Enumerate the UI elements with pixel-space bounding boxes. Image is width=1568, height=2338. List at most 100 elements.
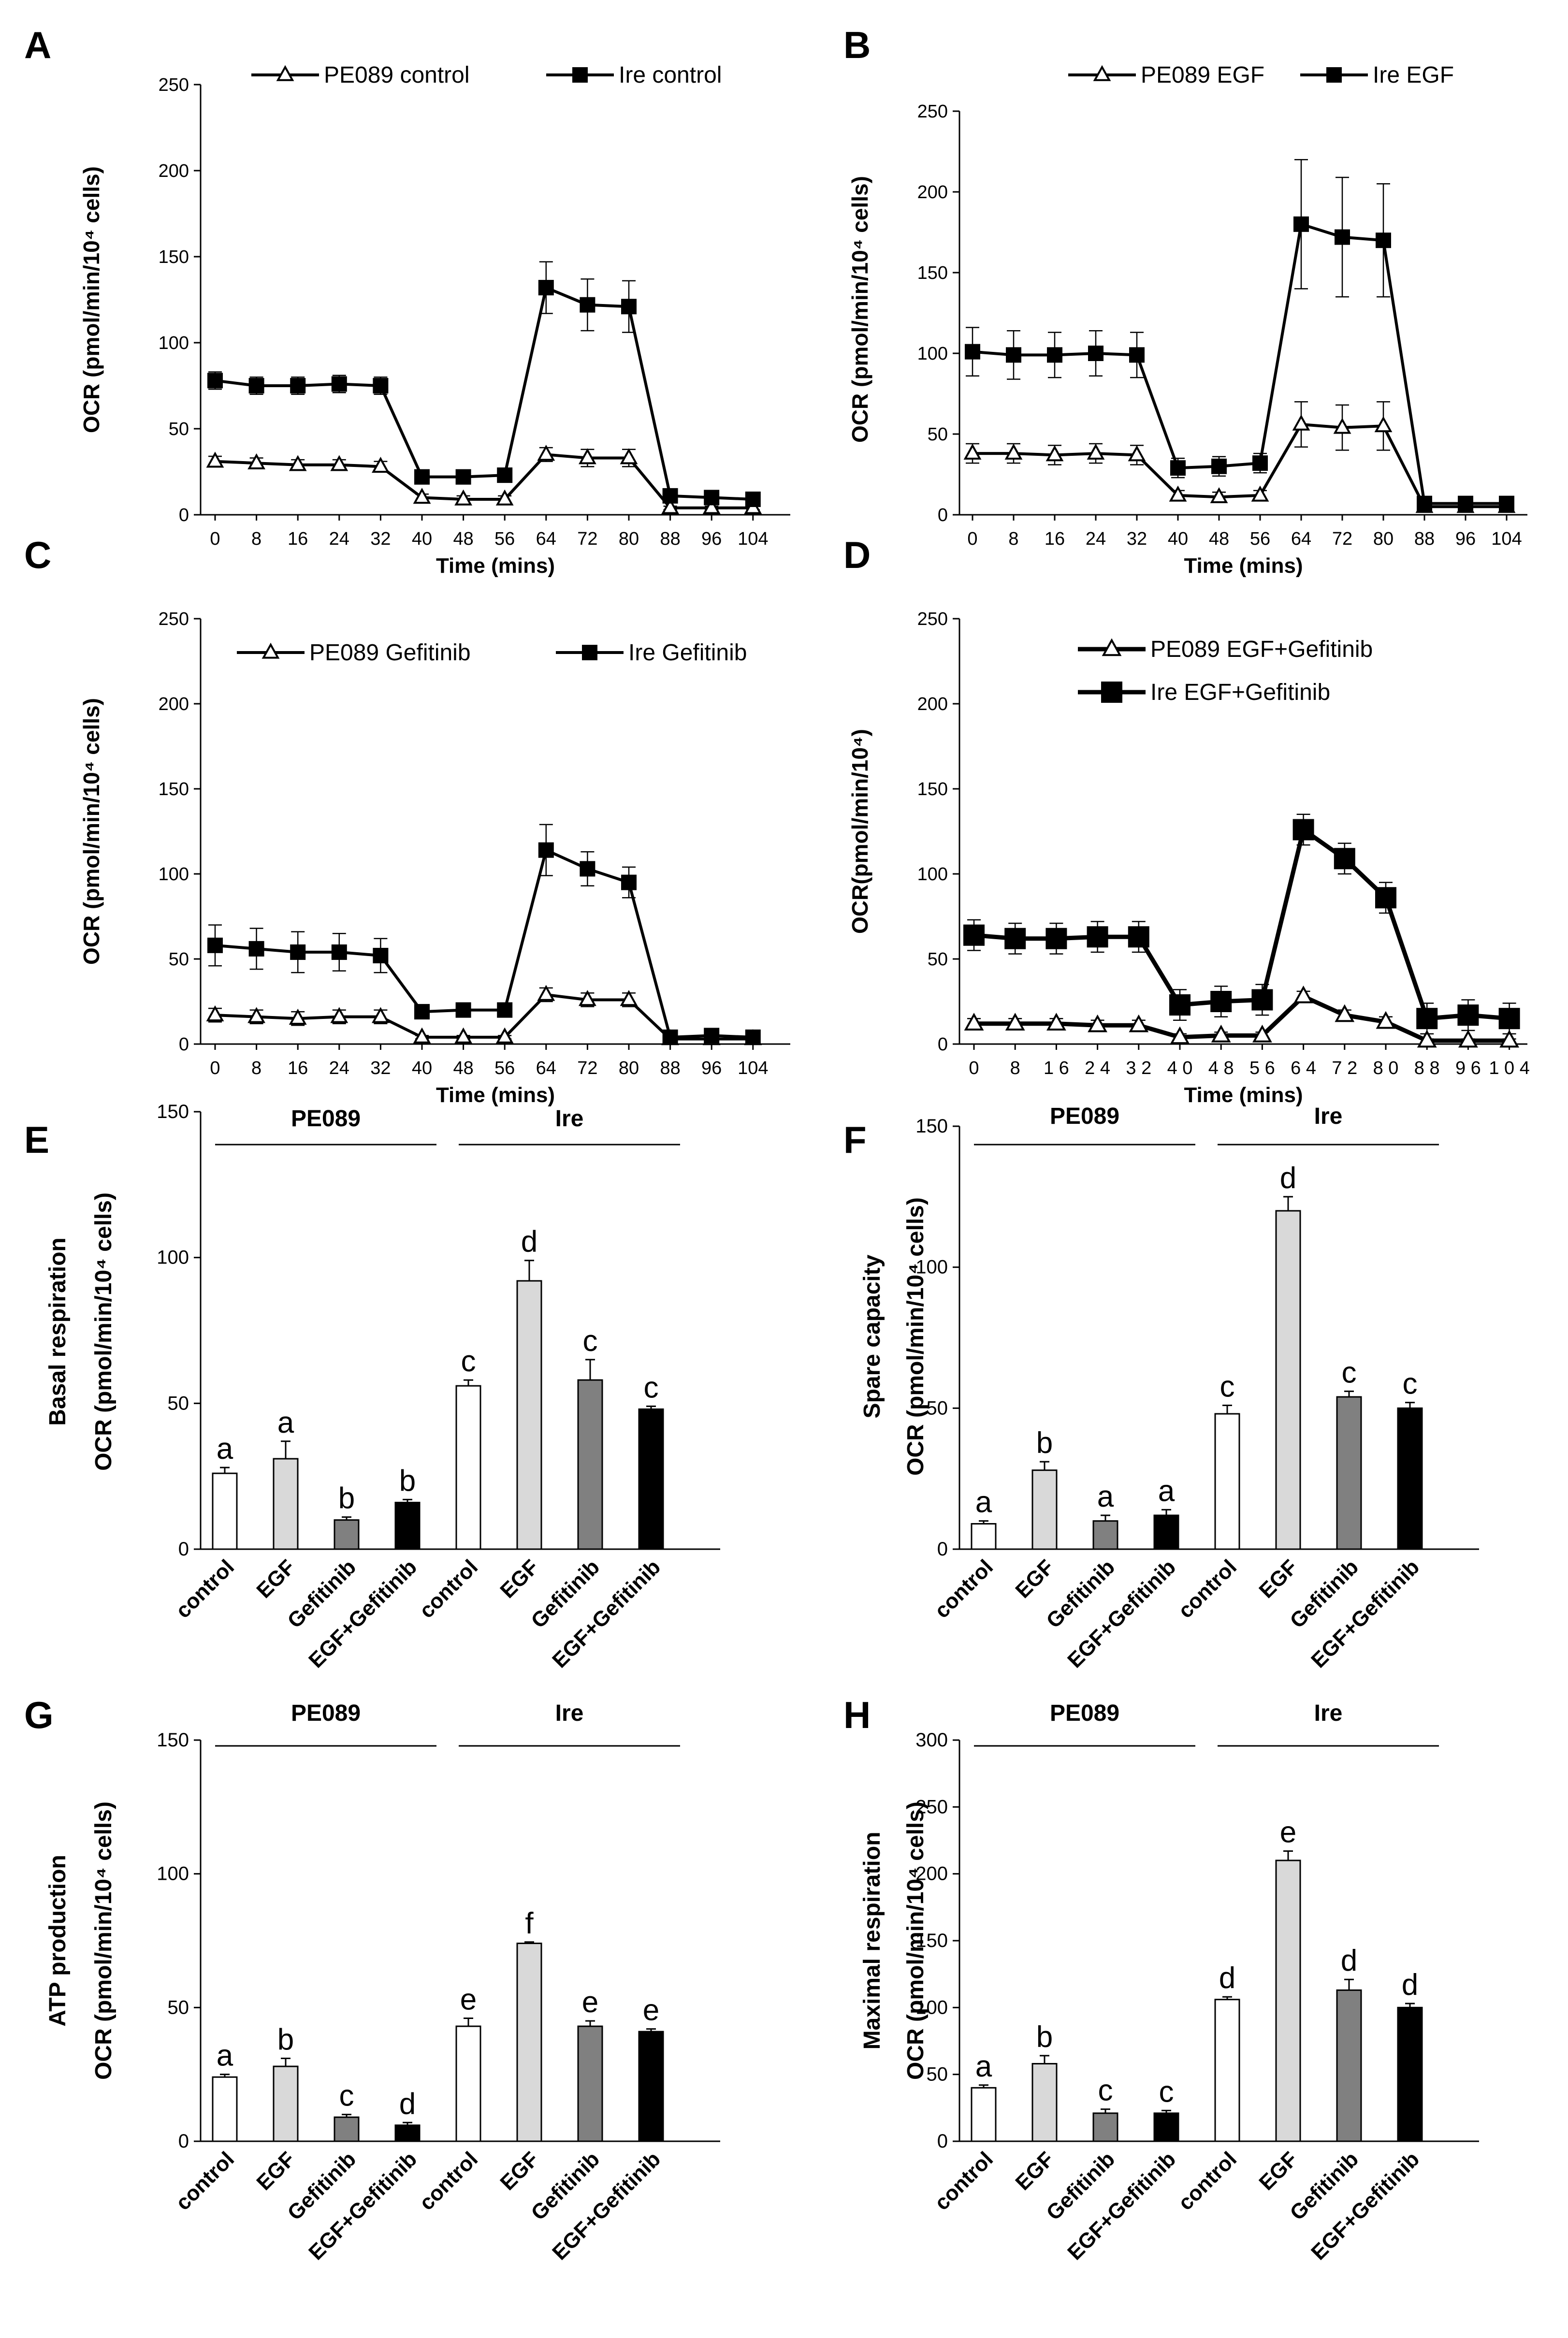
panel-a-ytick-label: 50	[169, 419, 189, 439]
data-point-ire-control	[373, 378, 389, 393]
bar-control-ire	[1214, 1413, 1240, 1550]
panel-g-ylabel-units: OCR (pmol/min/10⁴ cells)	[91, 1801, 116, 2080]
data-point-ire-egf-gefitinib	[1375, 887, 1396, 909]
bar-control-ire	[1214, 1999, 1240, 2142]
significance-letter: e	[460, 1983, 477, 2016]
data-point-pe089-control	[579, 448, 596, 465]
bar-gefitinib-ire	[577, 1379, 603, 1550]
legend-marker-pe089-egf	[1093, 65, 1111, 81]
panel-a-ylabel: OCR (pmol/min/10⁴ cells)	[79, 166, 104, 433]
category-label-egf-gefitinib: EGF+Gefitinib	[304, 2147, 421, 2265]
bar-egf-gefitinib-ire	[1397, 2006, 1423, 2142]
panel-e-ylabel-title: Basal respiration	[45, 1237, 71, 1425]
data-point-pe089-egf	[1333, 418, 1351, 434]
legend-marker-ire-egf-gefitinib	[1101, 682, 1122, 703]
bar-egf-gefitinib-pe089	[1153, 1514, 1179, 1550]
data-point-ire-egf	[1376, 232, 1391, 248]
panel-b-label: B	[843, 24, 871, 66]
bar-egf-ire	[1275, 1859, 1301, 2142]
data-point-ire-gefitinib	[538, 842, 554, 858]
data-point-pe089-gefitinib	[289, 1008, 307, 1025]
bar-egf-gefitinib-ire	[638, 1408, 664, 1550]
panel-b-xtick-label: 8	[1008, 529, 1018, 549]
panel-b-ytick-label: 100	[917, 344, 948, 364]
data-point-pe089-egf-gefitinib	[1170, 1026, 1190, 1045]
data-point-ire-egf	[1047, 347, 1062, 363]
bar-gefitinib-pe089	[1092, 2112, 1118, 2142]
significance-letter: d	[1219, 1961, 1235, 1995]
panel-f-ylabel-units: OCR (pmol/min/10⁴ cells)	[903, 1197, 929, 1476]
data-point-ire-gefitinib	[580, 861, 595, 877]
panel-d-xtick-label: 8	[1010, 1058, 1020, 1078]
legend-label-pe089-egf: PE089 EGF	[1141, 62, 1264, 88]
data-point-pe089-egf	[1292, 414, 1310, 431]
panel-h-ytick-label: 0	[937, 2131, 948, 2152]
data-point-ire-egf-gefitinib	[1045, 928, 1067, 949]
category-label-control: control	[930, 2147, 998, 2215]
bar-control-pe089	[971, 2087, 997, 2142]
significance-letter: b	[399, 1464, 416, 1497]
legend-label-ire-gefitinib: Ire Gefitinib	[628, 640, 747, 666]
panel-e-label: E	[24, 1118, 49, 1161]
legend-label-pe089-control: PE089 control	[324, 62, 470, 88]
panel-h-ylabel-title: Maximal respiration	[859, 1832, 885, 2050]
data-point-ire-egf	[1458, 495, 1473, 511]
panel-e-ytick-label: 50	[168, 1393, 189, 1414]
data-point-ire-gefitinib	[455, 1002, 471, 1018]
panel-c-xtick-label: 0	[210, 1058, 220, 1078]
data-point-pe089-control	[330, 455, 348, 471]
panel-d-xtick-label: 6 4	[1291, 1058, 1316, 1078]
data-point-pe089-control	[702, 498, 721, 514]
panel-b-xtick-label: 88	[1414, 529, 1435, 549]
bar-egf-pe089	[1031, 2063, 1058, 2142]
significance-letter: a	[217, 2039, 233, 2073]
panel-g-ytick-label: 100	[157, 1863, 189, 1885]
data-point-ire-egf-gefitinib	[1004, 928, 1026, 949]
series-line-ire-gefitinib	[215, 848, 753, 1039]
panel-e-ytick-label: 100	[157, 1247, 189, 1268]
panel-d-ytick-label: 200	[917, 694, 948, 714]
data-point-ire-control	[704, 490, 720, 506]
data-point-ire-egf	[1170, 460, 1186, 476]
panel-c-xtick-label: 8	[251, 1058, 261, 1078]
data-point-pe089-egf-gefitinib	[1293, 985, 1313, 1003]
data-point-pe089-gefitinib	[206, 1005, 224, 1021]
data-point-pe089-egf-gefitinib	[1046, 1013, 1066, 1031]
panel-g-ytick-label: 150	[157, 1729, 189, 1751]
series-line-ire-egf-gefitinib	[973, 827, 1510, 1021]
panel-a-ytick-label: 250	[159, 75, 189, 95]
panel-g-group-label-ire: Ire	[555, 1700, 584, 1726]
data-point-ire-egf-gefitinib	[1210, 991, 1232, 1012]
panel-h-ytick-label: 200	[915, 1863, 948, 1885]
data-point-pe089-gefitinib	[537, 985, 555, 1001]
panel-b-xtick-label: 40	[1168, 529, 1188, 549]
significance-letter: b	[1036, 1426, 1053, 1460]
category-label-control: control	[1174, 2147, 1241, 2215]
bar-egf-ire	[1275, 1210, 1301, 1550]
data-point-pe089-control	[413, 488, 431, 504]
series-line-pe089-egf	[973, 422, 1507, 508]
category-label-egf-gefitinib: EGF+Gefitinib	[304, 1555, 421, 1672]
data-point-ire-egf-gefitinib	[1251, 989, 1273, 1011]
panel-d-xtick-label: 2 4	[1085, 1058, 1110, 1078]
legend-label-pe089-egf-gefitinib: PE089 EGF+Gefitinib	[1150, 637, 1373, 662]
data-point-pe089-gefitinib	[495, 1027, 514, 1044]
panel-a-xtick-label: 32	[370, 529, 391, 549]
data-point-pe089-egf	[1374, 416, 1393, 433]
bar-control-ire	[455, 2025, 481, 2142]
panel-a-xlabel: Time (mins)	[436, 554, 555, 578]
bar-egf-pe089	[273, 1458, 299, 1550]
panel-b-ytick-label: 250	[917, 102, 948, 122]
panel-d-ytick-label: 0	[938, 1034, 948, 1055]
panel-a-xtick-label: 0	[210, 529, 220, 549]
data-point-pe089-egf	[1169, 485, 1187, 502]
data-point-ire-egf-gefitinib	[1128, 926, 1149, 948]
category-label-control: control	[930, 1555, 998, 1623]
significance-letter: c	[1220, 1370, 1235, 1404]
data-point-ire-control	[580, 297, 595, 313]
panel-e-group-label-pe089: PE089	[291, 1106, 361, 1132]
data-point-ire-control	[538, 280, 554, 296]
panel-h-group-label-ire: Ire	[1314, 1700, 1343, 1726]
data-point-ire-egf	[965, 344, 980, 360]
data-point-ire-egf	[1417, 495, 1432, 511]
